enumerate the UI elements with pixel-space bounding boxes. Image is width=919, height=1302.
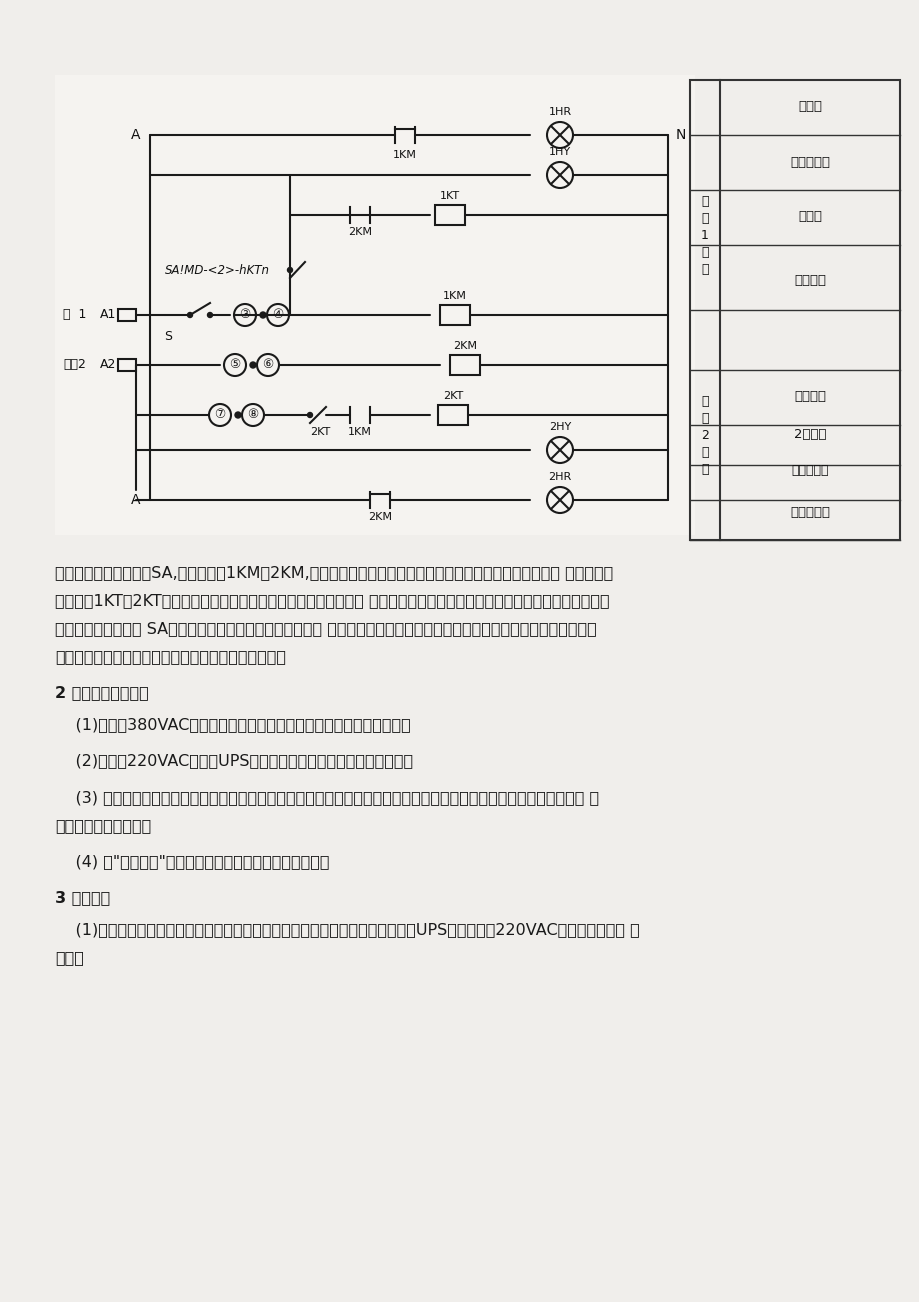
Text: 再切换回到主电源上。: 再切换回到主电源上。 [55,818,151,833]
Text: 1KT: 1KT [439,191,460,201]
Text: ⑧: ⑧ [247,409,258,422]
Text: S: S [164,329,172,342]
Text: 合闸线圈: 合闸线圈 [793,273,825,286]
Text: 上图中，利用控制开关SA,通过接触器1KM或2KM,选择某一路电源作主电源，而另一路电源则作为备用电源。 当主电源跳: 上图中，利用控制开关SA,通过接触器1KM或2KM,选择某一路电源作主电源，而另… [55,565,613,579]
Text: (4) 以"先断后通"方式切换，避免二路电源间瞬时短路。: (4) 以"先断后通"方式切换，避免二路电源间瞬时短路。 [55,854,329,870]
Text: 2KT: 2KT [310,427,330,437]
Text: 删址电: 删址电 [797,211,821,224]
Text: 2HR: 2HR [548,473,571,482]
Text: ⑤: ⑤ [229,358,241,371]
Text: 电
源
2
进
线: 电 源 2 进 线 [700,395,709,477]
Text: 2KM: 2KM [368,512,391,522]
Circle shape [260,312,266,318]
Text: 电
源
1
进
线: 电 源 1 进 线 [700,195,709,276]
Text: A2: A2 [100,358,116,371]
Text: 闸时，经1KT或2KT时间继电器的延时触点，切换至备用电源供电。 但是上述自动切换电路中，当主电源跳闸被切换至备用电: 闸时，经1KT或2KT时间继电器的延时触点，切换至备用电源供电。 但是上述自动切… [55,592,609,608]
Text: 电源监视灯: 电源监视灯 [789,155,829,168]
Text: (1)热控用380VAC电源以厂用段电源为主电源，保安电源为备用电源。: (1)热控用380VAC电源以厂用段电源为主电源，保安电源为备用电源。 [55,717,410,732]
Text: 电  1: 电 1 [62,309,86,322]
Text: 2KM: 2KM [347,227,371,237]
Bar [439,305,470,326]
Text: 2HY: 2HY [549,422,571,432]
Text: ③: ③ [239,309,250,322]
Bar [449,355,480,375]
Text: SA!MD-<2>-hKTn: SA!MD-<2>-hKTn [165,263,269,276]
Circle shape [187,312,192,318]
Circle shape [250,362,255,368]
Text: A: A [130,128,140,142]
Text: 1HY: 1HY [549,147,571,158]
Text: (1)当主电源恢复后可由中间继电器再切回由主电源供电的方式，可主要用于以UPS作主电源的220VAC自动切换回路。 如: (1)当主电源恢复后可由中间继电器再切回由主电源供电的方式，可主要用于以UPS作… [55,922,639,937]
Circle shape [307,413,312,418]
Text: 1HR: 1HR [548,107,571,117]
Circle shape [234,411,241,418]
Bar [55,76,694,535]
Text: 2KT: 2KT [442,391,462,401]
Circle shape [287,267,292,272]
Circle shape [208,312,212,318]
Text: 合制线圈: 合制线圈 [793,391,825,404]
Text: 2 改进方案设计原则: 2 改进方案设计原则 [55,685,149,700]
Text: 2KM: 2KM [452,341,476,352]
Text: ④: ④ [272,309,283,322]
Text: N: N [675,128,686,142]
Text: 3 改进方案: 3 改进方案 [55,891,110,905]
Text: 1KM: 1KM [443,292,467,301]
Text: 切换过程有延时环节，可能会引起部分现场设备扰动。: 切换过程有延时环节，可能会引起部分现场设备扰动。 [55,648,286,664]
Bar [435,204,464,225]
Bar [437,405,468,424]
Text: 2延曲崎: 2延曲崎 [793,428,825,441]
Text: 1KM: 1KM [392,150,416,160]
Text: ⑦: ⑦ [214,409,225,422]
Text: 1KM: 1KM [347,427,371,437]
Text: A1: A1 [100,309,116,322]
Bar [689,79,899,540]
Text: 下图。: 下图。 [55,950,84,965]
Text: 遮电滥视对: 遮电滥视对 [790,464,828,477]
Text: (2)热控用220VAC电源以UPS电源为主电源，保安电源为备用电源。: (2)热控用220VAC电源以UPS电源为主电源，保安电源为备用电源。 [55,754,413,768]
Bar [118,309,136,322]
Text: (3) 自动切换装置应以主电源为供电电源，当主电源失去时应能自动切换到备用电源上，当主电源恢复时，装置应能自 动: (3) 自动切换装置应以主电源为供电电源，当主电源失去时应能自动切换到备用电源上… [55,790,598,805]
Text: 合闸指示灯: 合闸指示灯 [789,505,829,518]
Text: 合赫纳: 合赫纳 [797,100,821,113]
Bar [118,359,136,371]
Text: ⑥: ⑥ [262,358,273,371]
Text: A: A [130,493,140,506]
Text: 源后，由于控制开关 SA一般都保持原位不动，若此时主电源 再恢复，则会引起二路电源间瞬时短路，这是不允许的。另外，: 源后，由于控制开关 SA一般都保持原位不动，若此时主电源 再恢复，则会引起二路电… [55,621,596,635]
Text: 电源2: 电源2 [62,358,85,371]
